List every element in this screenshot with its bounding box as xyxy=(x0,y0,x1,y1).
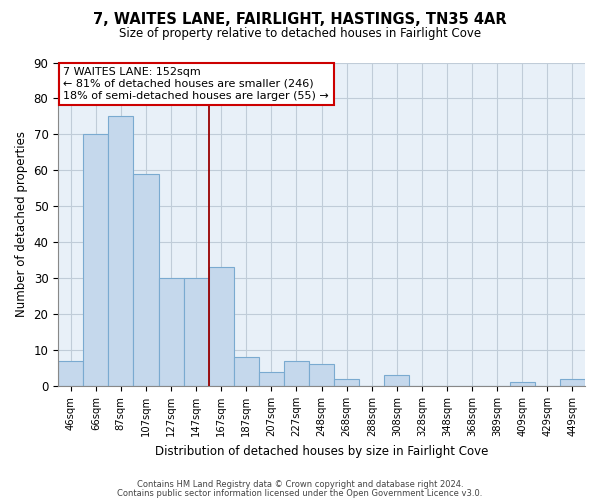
Text: Size of property relative to detached houses in Fairlight Cove: Size of property relative to detached ho… xyxy=(119,28,481,40)
Text: Contains public sector information licensed under the Open Government Licence v3: Contains public sector information licen… xyxy=(118,488,482,498)
Bar xyxy=(309,364,334,386)
Bar xyxy=(259,372,284,386)
Bar xyxy=(133,174,158,386)
Bar xyxy=(109,116,133,386)
Text: 7 WAITES LANE: 152sqm
← 81% of detached houses are smaller (246)
18% of semi-det: 7 WAITES LANE: 152sqm ← 81% of detached … xyxy=(64,68,329,100)
Bar xyxy=(209,268,234,386)
Bar xyxy=(510,382,535,386)
Bar xyxy=(284,361,309,386)
Bar xyxy=(560,379,585,386)
Text: Contains HM Land Registry data © Crown copyright and database right 2024.: Contains HM Land Registry data © Crown c… xyxy=(137,480,463,489)
Bar xyxy=(158,278,184,386)
Y-axis label: Number of detached properties: Number of detached properties xyxy=(15,132,28,318)
X-axis label: Distribution of detached houses by size in Fairlight Cove: Distribution of detached houses by size … xyxy=(155,444,488,458)
Bar xyxy=(184,278,209,386)
Bar xyxy=(58,361,83,386)
Bar xyxy=(83,134,109,386)
Text: 7, WAITES LANE, FAIRLIGHT, HASTINGS, TN35 4AR: 7, WAITES LANE, FAIRLIGHT, HASTINGS, TN3… xyxy=(93,12,507,28)
Bar xyxy=(334,379,359,386)
Bar xyxy=(384,376,409,386)
Bar xyxy=(234,358,259,386)
